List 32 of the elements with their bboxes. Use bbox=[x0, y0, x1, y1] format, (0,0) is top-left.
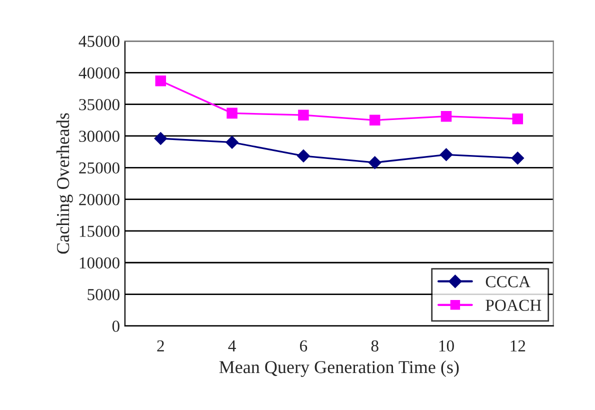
point bbox=[368, 156, 382, 169]
legend-label: CCCA bbox=[486, 276, 530, 288]
point bbox=[226, 108, 238, 119]
x-tick-label: 10 bbox=[439, 340, 454, 352]
legend-label: POACH bbox=[486, 300, 542, 311]
point bbox=[512, 114, 524, 124]
x-tick-label: 6 bbox=[300, 340, 308, 352]
point bbox=[298, 110, 309, 120]
x-tick-label: 12 bbox=[510, 340, 526, 352]
point bbox=[297, 150, 310, 162]
point bbox=[154, 132, 168, 145]
point bbox=[226, 136, 238, 149]
y-axis-title: Caching Overheads bbox=[56, 113, 73, 254]
point bbox=[440, 110, 452, 122]
y-tick-label: 30000 bbox=[79, 130, 120, 142]
y-tick-label: 5000 bbox=[88, 288, 120, 300]
y-tick-label: 25000 bbox=[79, 162, 120, 174]
point bbox=[369, 114, 380, 126]
y-tick-label: 20000 bbox=[79, 194, 120, 206]
point bbox=[440, 148, 453, 162]
y-tick-label: 35000 bbox=[79, 99, 120, 110]
y-tick-label: 10000 bbox=[80, 257, 120, 269]
point bbox=[511, 152, 524, 165]
point bbox=[155, 76, 166, 86]
y-tick-label: 40000 bbox=[78, 67, 120, 79]
x-axis-title: Mean Query Generation Time (s) bbox=[219, 360, 459, 377]
y-tick-label: 0 bbox=[112, 320, 120, 332]
y-tick-label: 15000 bbox=[80, 226, 120, 237]
y-tick-label: 45000 bbox=[78, 36, 120, 47]
x-tick-label: 2 bbox=[157, 340, 164, 352]
x-tick-label: 4 bbox=[228, 340, 236, 352]
x-tick-label: 8 bbox=[371, 340, 378, 352]
